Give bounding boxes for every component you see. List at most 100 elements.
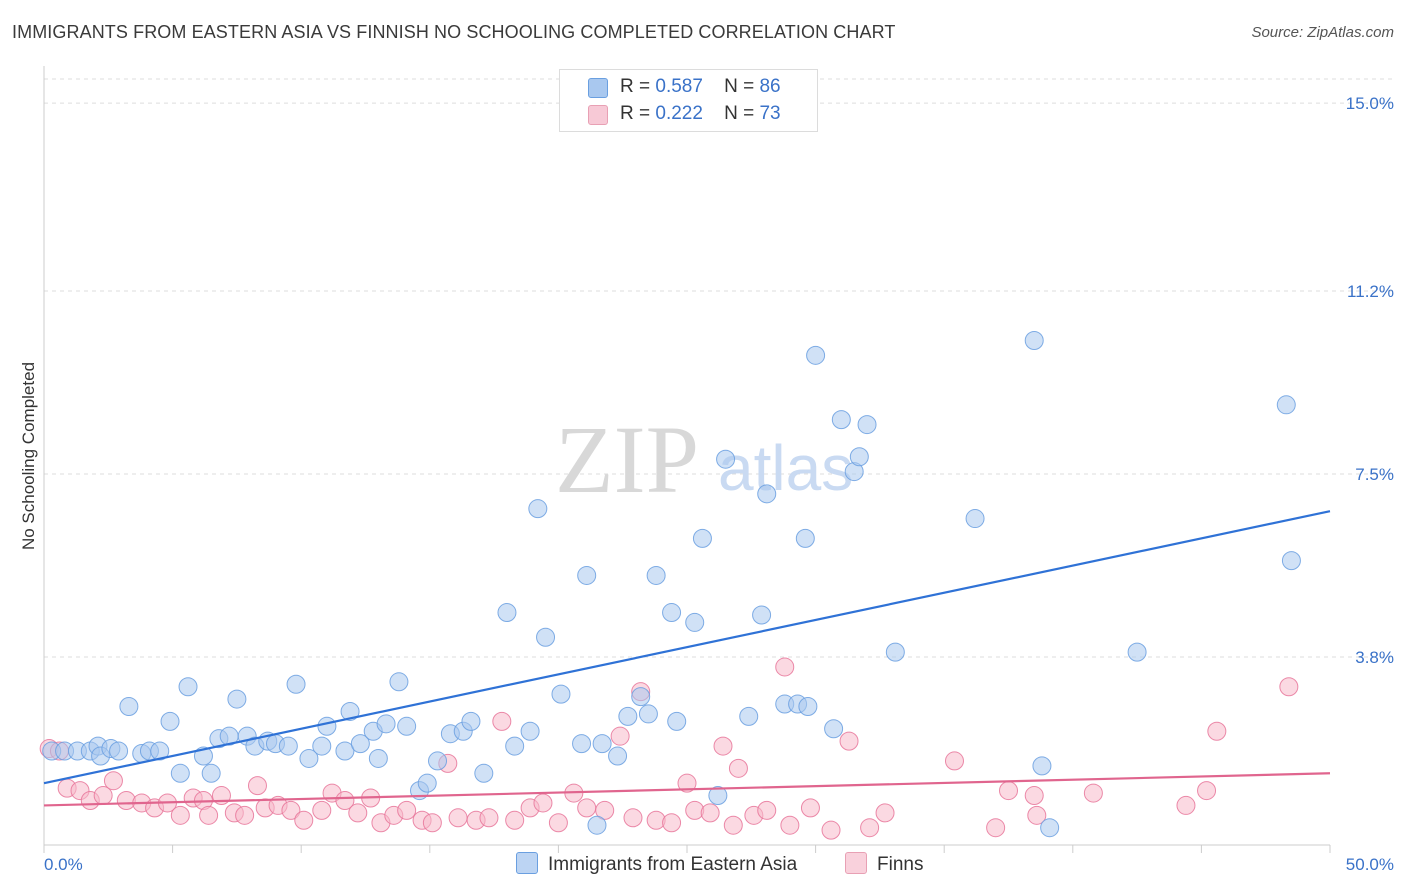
- data-point: [610, 726, 630, 746]
- chart-title: IMMIGRANTS FROM EASTERN ASIA VS FINNISH …: [12, 22, 896, 42]
- data-point: [201, 763, 221, 783]
- data-point: [528, 499, 548, 519]
- data-point: [199, 805, 219, 825]
- data-point: [692, 528, 712, 548]
- y-tick-label: 15.0%: [1346, 94, 1394, 113]
- data-point: [592, 734, 612, 754]
- data-point: [294, 810, 314, 830]
- data-point: [662, 813, 682, 833]
- data-point: [608, 746, 628, 766]
- data-point: [638, 704, 658, 724]
- data-point: [728, 758, 748, 778]
- data-point: [461, 711, 481, 731]
- data-point: [170, 805, 190, 825]
- bottom-legend-swatch-pink: [845, 852, 867, 874]
- data-point: [662, 603, 682, 623]
- grid-lines: [44, 78, 1394, 658]
- bottom-legend-eastern-asia: Immigrants from Eastern Asia: [516, 852, 797, 876]
- data-point: [821, 820, 841, 840]
- data-point: [312, 800, 332, 820]
- legend-n-label: N =: [724, 76, 755, 97]
- data-point: [965, 509, 985, 529]
- data-point: [1276, 395, 1296, 415]
- data-point: [520, 721, 540, 741]
- bottom-legend-label: Immigrants from Eastern Asia: [548, 854, 798, 875]
- data-point: [1207, 721, 1227, 741]
- data-point: [831, 410, 851, 430]
- data-point: [677, 773, 697, 793]
- data-point: [646, 565, 666, 585]
- y-tick-label: 3.8%: [1355, 648, 1394, 667]
- data-point: [618, 706, 638, 726]
- data-point: [376, 714, 396, 734]
- data-point: [397, 800, 417, 820]
- legend-n-value: 86: [759, 76, 781, 97]
- series-finns: [39, 657, 1299, 840]
- data-point: [1032, 756, 1052, 776]
- data-point: [824, 719, 844, 739]
- data-point: [631, 687, 651, 707]
- data-point: [716, 449, 736, 469]
- data-point: [286, 674, 306, 694]
- watermark: ZIP atlas: [555, 406, 853, 513]
- x-tick-marks: [43, 845, 1331, 853]
- data-point: [150, 741, 170, 761]
- y-tick-label: 7.5%: [1355, 465, 1394, 484]
- y-axis-label: No Schooling Completed: [19, 362, 38, 550]
- data-point: [1083, 783, 1103, 803]
- bottom-legend-label: Finns: [877, 854, 924, 875]
- data-point: [757, 484, 777, 504]
- data-point: [775, 657, 795, 677]
- legend-swatch-blue: [588, 78, 608, 98]
- data-point: [572, 734, 592, 754]
- data-point: [536, 627, 556, 647]
- data-point: [533, 793, 553, 813]
- data-point: [800, 798, 820, 818]
- data-point: [348, 803, 368, 823]
- data-point: [623, 808, 643, 828]
- data-point: [577, 798, 597, 818]
- data-point: [1127, 642, 1147, 662]
- data-point: [577, 565, 597, 585]
- data-point: [757, 800, 777, 820]
- data-point: [685, 612, 705, 632]
- data-point: [595, 800, 615, 820]
- x-tick-label-max: 50.0%: [1346, 855, 1394, 874]
- bottom-legend-finns: Finns: [845, 852, 923, 876]
- legend-swatch-pink: [588, 105, 608, 125]
- legend-r-label: R =: [620, 103, 651, 124]
- data-point: [335, 790, 355, 810]
- data-point: [857, 415, 877, 435]
- data-point: [587, 815, 607, 835]
- data-point: [281, 800, 301, 820]
- data-point: [505, 736, 525, 756]
- data-point: [109, 741, 129, 761]
- data-point: [474, 763, 494, 783]
- data-point: [178, 677, 198, 697]
- data-point: [795, 528, 815, 548]
- data-point: [667, 711, 687, 731]
- data-point: [389, 672, 409, 692]
- data-point: [479, 808, 499, 828]
- legend-r-label: R =: [620, 76, 651, 97]
- data-point: [335, 741, 355, 761]
- data-point: [227, 689, 247, 709]
- data-point: [713, 736, 733, 756]
- data-point: [505, 810, 525, 830]
- data-point: [986, 818, 1006, 838]
- y-tick-label: 11.2%: [1347, 282, 1394, 301]
- data-point: [860, 818, 880, 838]
- legend-r-value: 0.587: [655, 76, 703, 97]
- data-point: [397, 716, 417, 736]
- data-point: [160, 711, 180, 731]
- x-tick-label-min: 0.0%: [44, 855, 83, 874]
- data-point: [780, 815, 800, 835]
- data-point: [1176, 795, 1196, 815]
- data-point: [723, 815, 743, 835]
- trend-line-finns: [43, 772, 1331, 807]
- data-point: [299, 748, 319, 768]
- data-point: [350, 734, 370, 754]
- watermark-atlas: atlas: [718, 432, 853, 504]
- data-point: [492, 711, 512, 731]
- data-point: [885, 642, 905, 662]
